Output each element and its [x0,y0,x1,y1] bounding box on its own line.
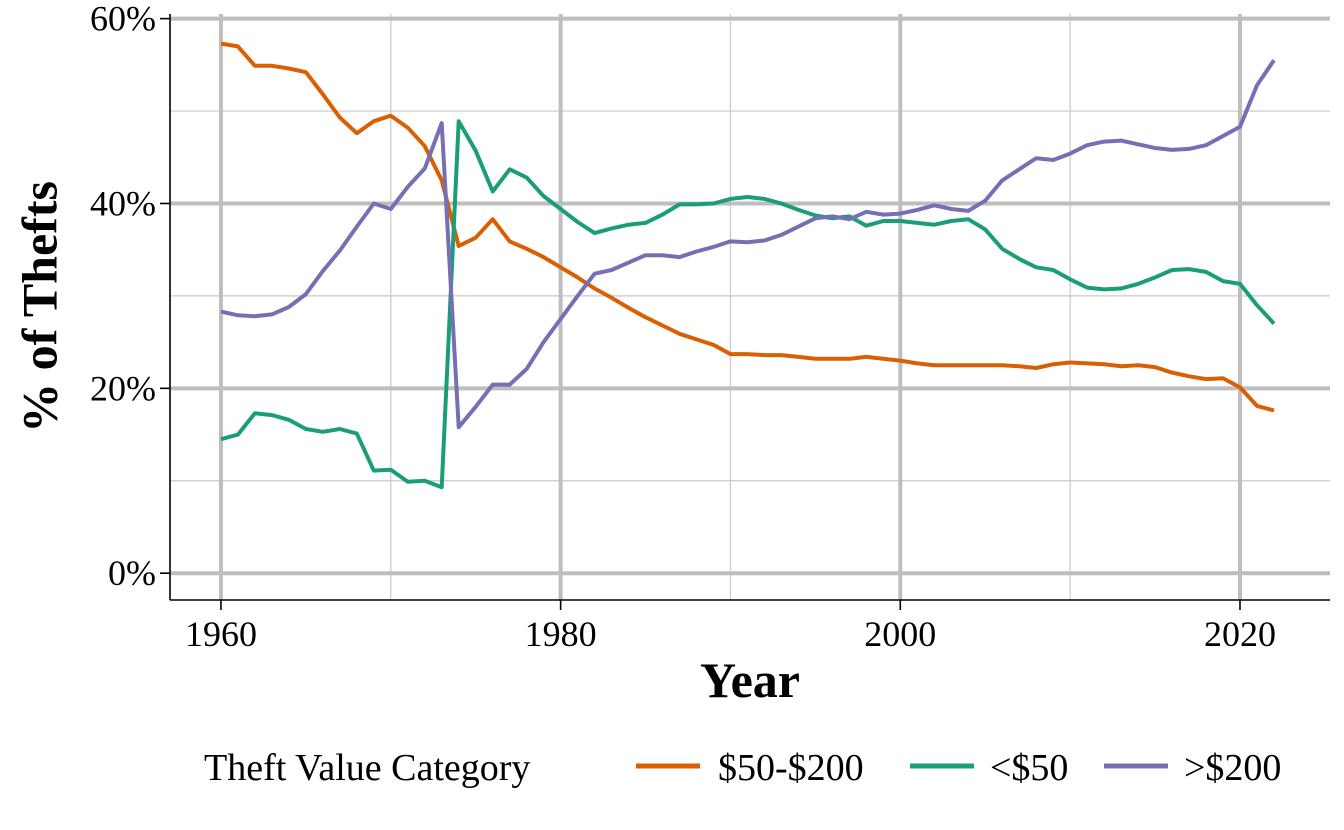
grid [170,14,1330,600]
legend-items: $50-$200 <$50 >$200 [636,747,1281,789]
y-axis-ticks: 0% 20% 40% 60% [90,0,170,593]
y-tick-label: 0% [108,553,156,593]
y-tick-label: 40% [90,183,156,223]
legend-label-2: <$50 [990,747,1068,789]
x-tick-label: 1980 [525,614,597,654]
x-tick-label: 2020 [1204,614,1276,654]
x-tick-label: 1960 [185,614,257,654]
legend-label-1: $50-$200 [718,747,864,789]
x-axis-title: Year [700,652,800,708]
series-line-2 [220,119,1276,490]
series-group [220,41,1276,490]
legend-title: Theft Value Category [204,747,530,789]
legend-label-3: >$200 [1184,747,1281,789]
y-tick-label: 60% [90,0,156,39]
legend: Theft Value Category $50-$200 <$50 >$200 [204,747,1281,789]
series-line-1 [220,41,1275,413]
y-tick-label: 20% [90,368,156,408]
series-line-3 [220,59,1276,430]
x-axis-ticks: 1960 1980 2000 2020 [185,600,1276,654]
y-axis-title: % of Thefts [11,181,67,433]
x-tick-label: 2000 [864,614,936,654]
